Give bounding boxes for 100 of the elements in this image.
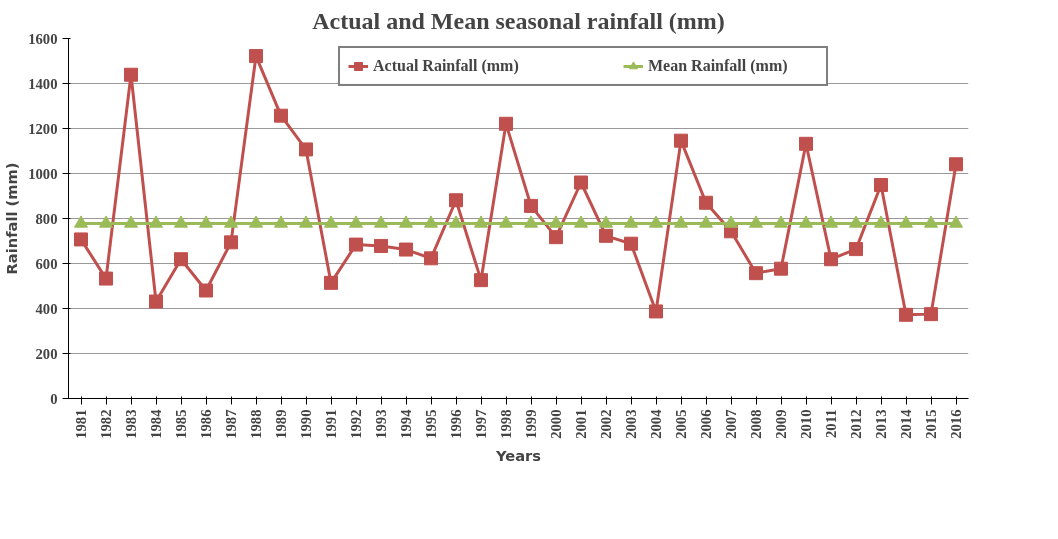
y-tick-label: 800 bbox=[35, 210, 58, 227]
x-axis-title: Years bbox=[494, 446, 542, 464]
point bbox=[574, 175, 588, 190]
point bbox=[199, 283, 213, 298]
x-tick-label: 2013 bbox=[873, 409, 889, 439]
x-tick-label: 1991 bbox=[323, 409, 339, 439]
point bbox=[474, 215, 488, 228]
point bbox=[549, 230, 563, 245]
point bbox=[774, 261, 788, 276]
point bbox=[174, 252, 188, 267]
point bbox=[649, 304, 663, 319]
x-tick-label: 1981 bbox=[73, 409, 89, 439]
legend-label: Mean Rainfall (mm) bbox=[648, 57, 789, 75]
point bbox=[874, 177, 888, 192]
point bbox=[549, 215, 563, 228]
point bbox=[399, 215, 413, 228]
point bbox=[424, 215, 438, 228]
point bbox=[899, 307, 913, 322]
x-tick-label: 2015 bbox=[923, 409, 939, 439]
y-tick-label: 1200 bbox=[28, 120, 58, 137]
point bbox=[899, 215, 913, 228]
point bbox=[349, 215, 363, 228]
point bbox=[224, 235, 238, 250]
point bbox=[499, 215, 513, 228]
x-tick-label: 2003 bbox=[623, 409, 639, 439]
y-tick-label: 1400 bbox=[28, 75, 58, 92]
point bbox=[699, 195, 713, 210]
point bbox=[449, 215, 463, 228]
point bbox=[499, 116, 513, 131]
x-tick-label: 2001 bbox=[573, 409, 589, 439]
y-tick-label: 400 bbox=[35, 300, 58, 317]
x-tick-label: 1992 bbox=[348, 409, 364, 439]
y-tick-label: 200 bbox=[35, 345, 58, 362]
point bbox=[799, 215, 813, 228]
y-tick-label: 1600 bbox=[28, 30, 58, 47]
point bbox=[99, 215, 113, 228]
point bbox=[149, 294, 163, 309]
point bbox=[349, 237, 363, 252]
x-tick-label: 1990 bbox=[298, 409, 314, 439]
point bbox=[149, 215, 163, 228]
x-tick-label: 1999 bbox=[523, 409, 539, 439]
point bbox=[774, 215, 788, 228]
point bbox=[174, 215, 188, 228]
point bbox=[724, 215, 738, 228]
y-tick-label: 600 bbox=[35, 255, 58, 272]
point bbox=[849, 242, 863, 257]
point bbox=[374, 238, 388, 253]
point bbox=[224, 215, 238, 228]
point bbox=[674, 215, 688, 228]
x-tick-label: 2012 bbox=[848, 409, 864, 439]
point bbox=[99, 271, 113, 286]
point bbox=[599, 228, 613, 243]
x-tick-label: 1987 bbox=[223, 409, 239, 439]
x-tick-label: 1997 bbox=[473, 409, 489, 439]
x-tick-label: 1998 bbox=[498, 409, 514, 439]
x-tick-label: 1982 bbox=[98, 409, 114, 439]
point bbox=[524, 198, 538, 213]
y-axis-title: Rainfall (mm) bbox=[3, 162, 21, 275]
point bbox=[524, 215, 538, 228]
x-tick-label: 1985 bbox=[173, 409, 189, 439]
point bbox=[299, 215, 313, 228]
point bbox=[299, 142, 313, 157]
point bbox=[74, 215, 88, 228]
point bbox=[924, 307, 938, 322]
point bbox=[849, 215, 863, 228]
point bbox=[749, 215, 763, 228]
point bbox=[324, 275, 338, 290]
point bbox=[949, 157, 963, 172]
x-tick-label: 1995 bbox=[423, 409, 439, 439]
x-tick-label: 2006 bbox=[698, 409, 714, 439]
point bbox=[449, 193, 463, 208]
x-tick-label: 2011 bbox=[823, 409, 839, 438]
point bbox=[799, 136, 813, 151]
point bbox=[874, 215, 888, 228]
y-tick-label: 1000 bbox=[28, 165, 58, 182]
x-tick-label: 1988 bbox=[248, 409, 264, 439]
point bbox=[424, 251, 438, 266]
x-tick-label: 2016 bbox=[948, 409, 964, 439]
point bbox=[74, 232, 88, 247]
x-tick-label: 1996 bbox=[448, 409, 464, 439]
point bbox=[599, 215, 613, 228]
point bbox=[374, 215, 388, 228]
point bbox=[949, 215, 963, 228]
point bbox=[249, 215, 263, 228]
point bbox=[624, 215, 638, 228]
point bbox=[274, 108, 288, 123]
x-tick-label: 2002 bbox=[598, 409, 614, 439]
x-tick-label: 1994 bbox=[398, 408, 414, 439]
point bbox=[749, 266, 763, 281]
x-tick-label: 1993 bbox=[373, 409, 389, 439]
x-tick-label: 2010 bbox=[798, 409, 814, 439]
point bbox=[649, 215, 663, 228]
x-tick-label: 2007 bbox=[723, 409, 739, 439]
point bbox=[399, 242, 413, 257]
x-tick-label: 2000 bbox=[548, 409, 564, 439]
point bbox=[274, 215, 288, 228]
x-tick-label: 2005 bbox=[673, 409, 689, 439]
y-tick-label: 0 bbox=[50, 390, 58, 407]
x-tick-label: 1983 bbox=[123, 409, 139, 439]
legend-label: Actual Rainfall (mm) bbox=[373, 57, 520, 75]
